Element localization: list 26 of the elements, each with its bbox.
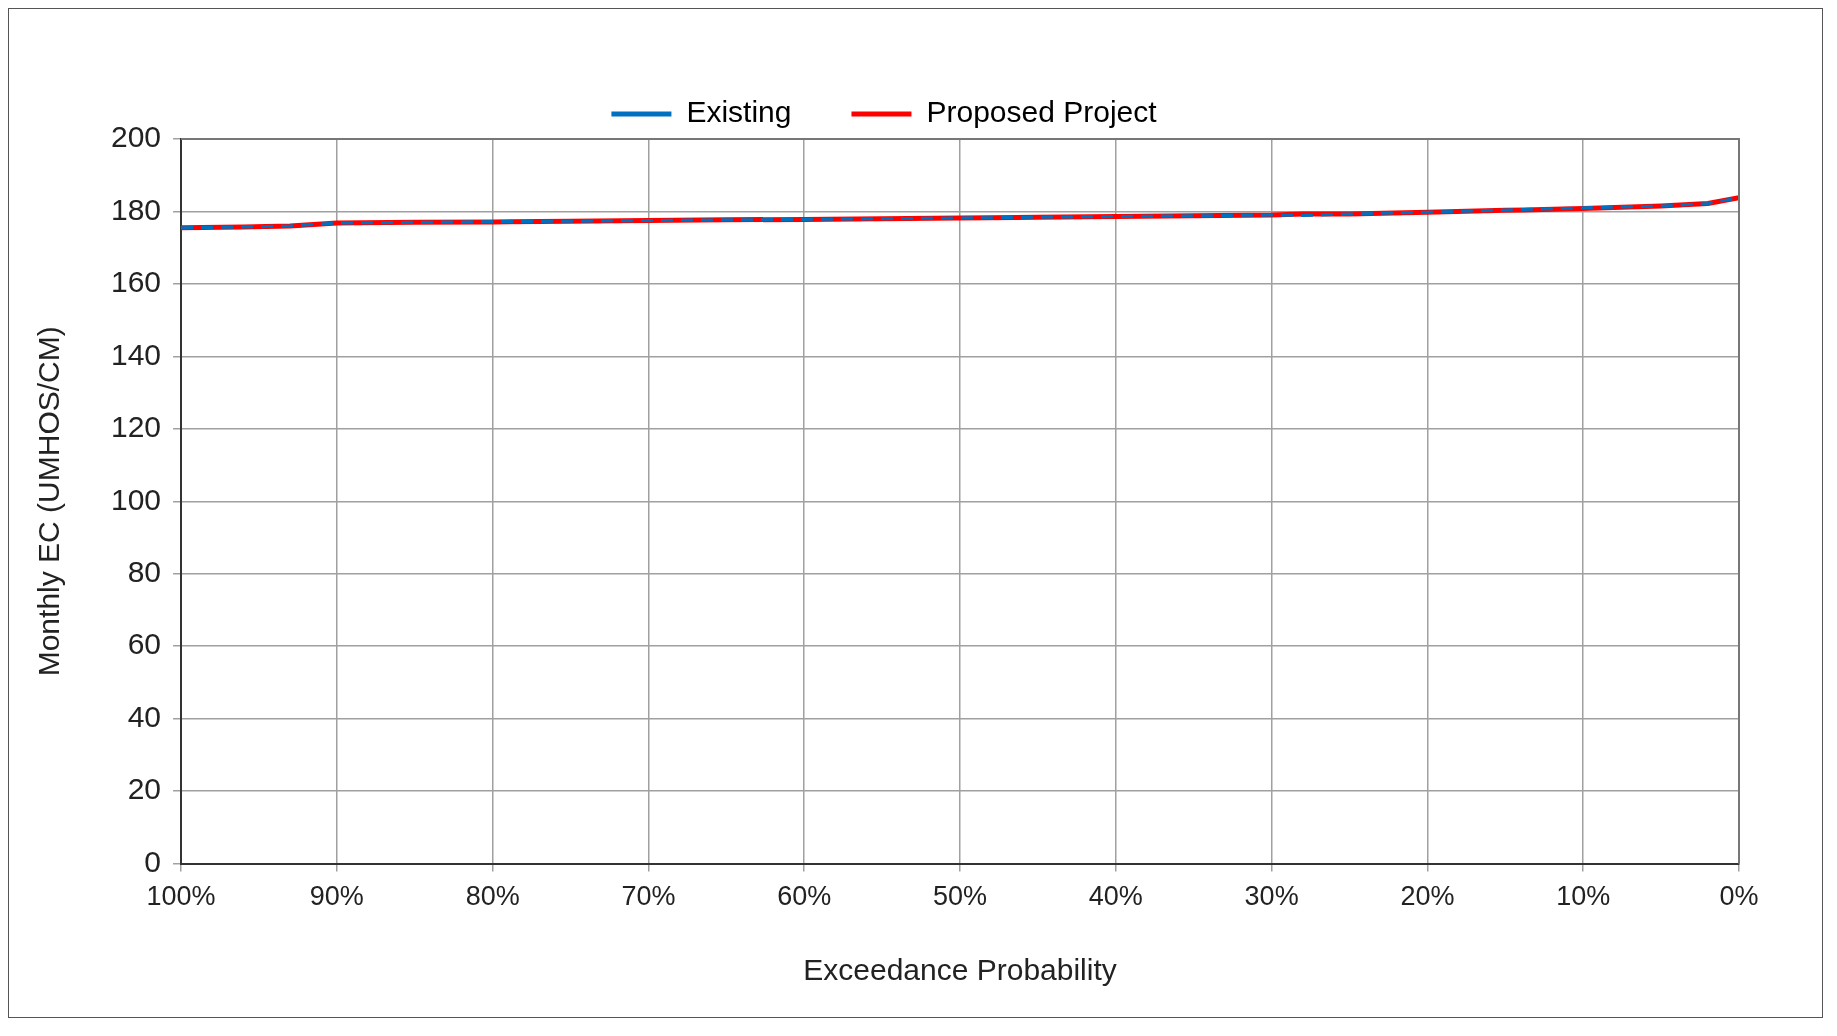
y-tick-label: 180 [110, 192, 162, 226]
y-tick-label: 60 [127, 627, 162, 661]
y-tick-label: 80 [127, 555, 162, 589]
legend-label: Proposed Project [926, 95, 1158, 129]
x-tick-label: 80% [465, 881, 520, 912]
y-tick-label: 40 [127, 699, 162, 733]
x-tick-label: 10% [1556, 881, 1611, 912]
x-tick-label: 40% [1088, 881, 1143, 912]
x-tick-label: 0% [1719, 881, 1759, 912]
y-tick-label: 140 [110, 337, 162, 371]
y-tick-label: 20 [127, 772, 162, 806]
x-tick-label: 70% [621, 881, 676, 912]
x-tick-label: 60% [777, 881, 832, 912]
x-tick-label: 20% [1400, 881, 1455, 912]
legend-label: Existing [686, 95, 792, 129]
y-tick-label: 120 [110, 410, 162, 444]
x-tick-label: 30% [1244, 881, 1299, 912]
x-tick-label: 100% [146, 881, 216, 912]
y-tick-label: 0 [144, 844, 162, 878]
y-tick-label: 160 [110, 265, 162, 299]
x-tick-label: 90% [309, 881, 364, 912]
x-axis-title: Exceedance Probability [803, 953, 1117, 987]
y-axis-title: Monthly EC (UMHOS/CM) [32, 326, 66, 677]
x-tick-label: 50% [933, 881, 988, 912]
y-tick-label: 200 [110, 120, 162, 154]
y-tick-label: 100 [110, 482, 162, 516]
